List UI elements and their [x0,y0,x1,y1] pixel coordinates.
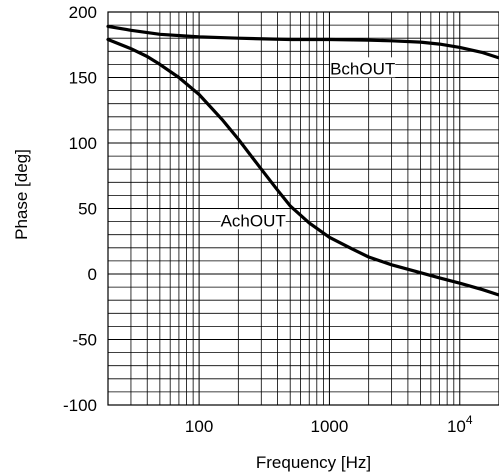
series-line-achout [106,37,499,297]
x-tick-label: 100 [185,417,213,436]
series-lines [106,24,499,297]
y-tick-labels: 200 150 100 50 0 -50 -100 [63,3,97,415]
series-labels: BchOUT AchOUT [220,57,396,230]
y-tick-label: 100 [69,134,97,153]
y-tick-label: -50 [72,331,97,350]
x-tick-labels: 100 1000 104 [185,413,473,436]
series-label-bg-achout [220,209,286,230]
series-label-bchout: BchOUT [330,59,395,78]
y-tick-label: 200 [69,3,97,22]
grid [108,12,499,405]
series-line-bchout [106,24,499,60]
series-label-achout: AchOUT [221,211,286,230]
y-tick-label: 0 [88,265,97,284]
y-tick-label: 150 [69,69,97,88]
y-tick-label: 50 [78,200,97,219]
plot-frame [107,11,499,406]
y-axis-title: Phase [deg] [12,149,31,240]
y-tick-label: -100 [63,396,97,415]
x-tick-label: 1000 [311,417,349,436]
x-axis-title: Frequency [Hz] [256,453,371,472]
x-tick-label: 104 [447,413,473,436]
series-label-bg-bchout [330,57,396,78]
